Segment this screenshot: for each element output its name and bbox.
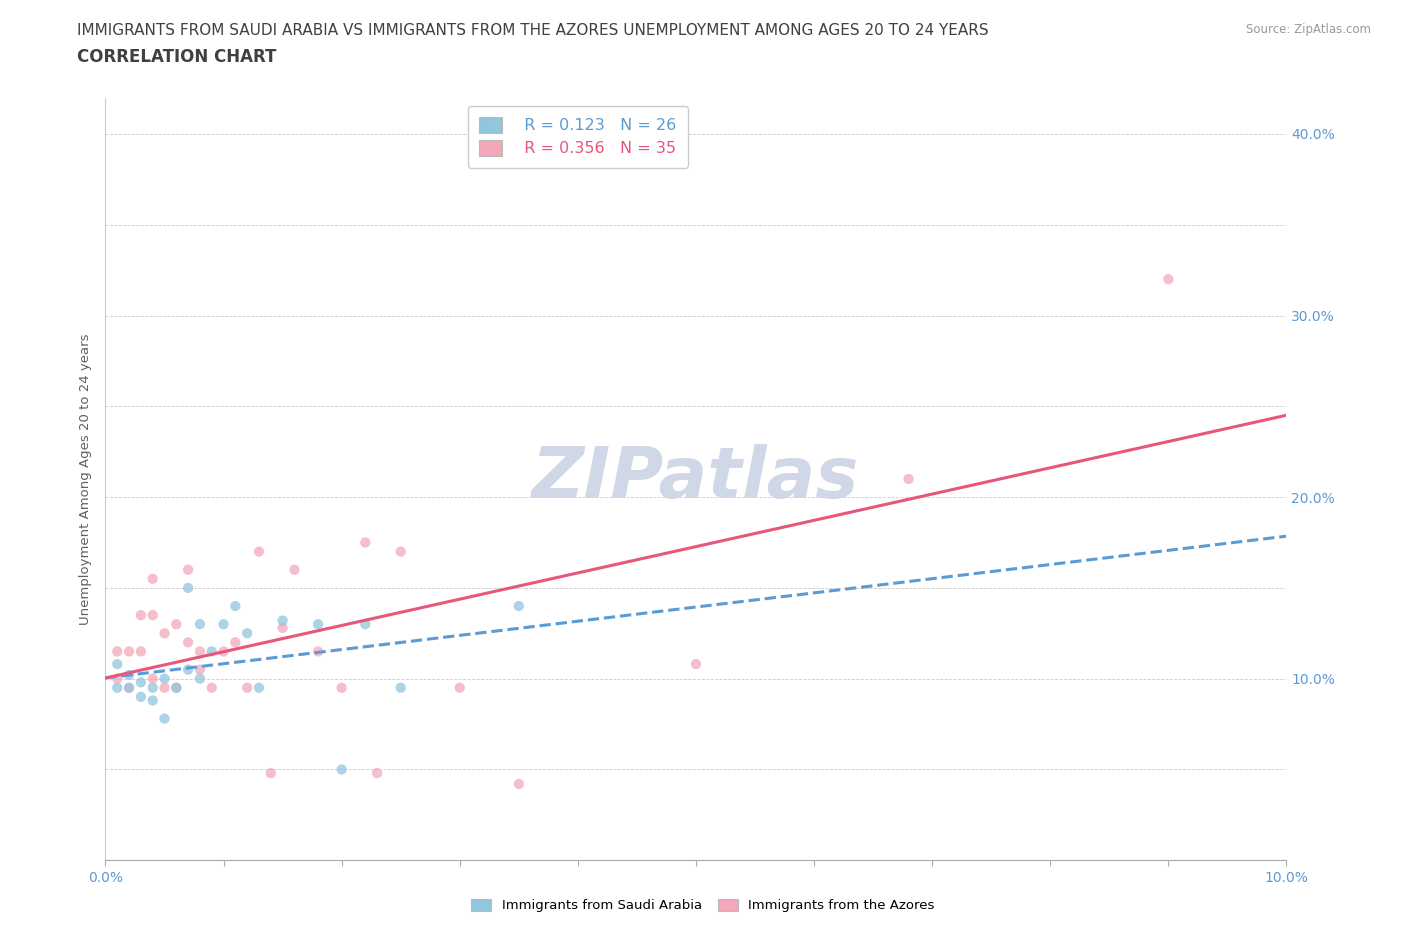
Point bbox=[201, 644, 224, 658]
Legend: Immigrants from Saudi Arabia, Immigrants from the Azores: Immigrants from Saudi Arabia, Immigrants… bbox=[465, 892, 941, 919]
Text: IMMIGRANTS FROM SAUDI ARABIA VS IMMIGRANTS FROM THE AZORES UNEMPLOYMENT AMONG AG: IMMIGRANTS FROM SAUDI ARABIA VS IMMIGRAN… bbox=[77, 23, 988, 38]
Point bbox=[685, 657, 707, 671]
Point bbox=[105, 644, 128, 658]
Point bbox=[188, 662, 211, 677]
Text: Source: ZipAtlas.com: Source: ZipAtlas.com bbox=[1246, 23, 1371, 36]
Point bbox=[247, 681, 270, 696]
Point bbox=[224, 635, 246, 650]
Point bbox=[153, 681, 176, 696]
Point bbox=[142, 693, 165, 708]
Point bbox=[142, 671, 165, 686]
Point bbox=[389, 681, 412, 696]
Point bbox=[153, 671, 176, 686]
Point bbox=[212, 644, 235, 658]
Point bbox=[142, 607, 165, 622]
Point bbox=[247, 544, 270, 559]
Text: ZIPatlas: ZIPatlas bbox=[533, 445, 859, 513]
Point bbox=[366, 765, 388, 780]
Point bbox=[188, 644, 211, 658]
Point bbox=[177, 563, 200, 578]
Point bbox=[165, 681, 187, 696]
Point bbox=[260, 765, 283, 780]
Y-axis label: Unemployment Among Ages 20 to 24 years: Unemployment Among Ages 20 to 24 years bbox=[79, 333, 93, 625]
Point bbox=[508, 599, 530, 614]
Point bbox=[129, 607, 152, 622]
Point bbox=[449, 681, 471, 696]
Point bbox=[105, 671, 128, 686]
Point bbox=[118, 681, 141, 696]
Point bbox=[354, 617, 377, 631]
Point bbox=[389, 544, 412, 559]
Point bbox=[307, 617, 329, 631]
Point bbox=[118, 681, 141, 696]
Point bbox=[1157, 272, 1180, 286]
Point bbox=[129, 675, 152, 690]
Point bbox=[153, 711, 176, 726]
Point bbox=[177, 662, 200, 677]
Point bbox=[129, 644, 152, 658]
Point bbox=[236, 626, 259, 641]
Point bbox=[188, 617, 211, 631]
Point bbox=[330, 762, 353, 777]
Point bbox=[271, 613, 294, 628]
Point bbox=[142, 571, 165, 586]
Point bbox=[236, 681, 259, 696]
Point bbox=[118, 644, 141, 658]
Point bbox=[105, 681, 128, 696]
Point bbox=[283, 563, 305, 578]
Point bbox=[330, 681, 353, 696]
Point bbox=[354, 535, 377, 550]
Point bbox=[201, 681, 224, 696]
Point bbox=[307, 644, 329, 658]
Point bbox=[165, 681, 187, 696]
Point bbox=[118, 668, 141, 683]
Point bbox=[129, 689, 152, 704]
Point bbox=[153, 626, 176, 641]
Point bbox=[177, 580, 200, 595]
Point bbox=[508, 777, 530, 791]
Point bbox=[224, 599, 246, 614]
Point bbox=[897, 472, 920, 486]
Point bbox=[271, 620, 294, 635]
Point bbox=[142, 681, 165, 696]
Text: CORRELATION CHART: CORRELATION CHART bbox=[77, 48, 277, 66]
Point bbox=[165, 617, 187, 631]
Point bbox=[177, 635, 200, 650]
Point bbox=[212, 617, 235, 631]
Point bbox=[188, 671, 211, 686]
Legend:   R = 0.123   N = 26,   R = 0.356   N = 35: R = 0.123 N = 26, R = 0.356 N = 35 bbox=[468, 106, 688, 167]
Point bbox=[105, 657, 128, 671]
